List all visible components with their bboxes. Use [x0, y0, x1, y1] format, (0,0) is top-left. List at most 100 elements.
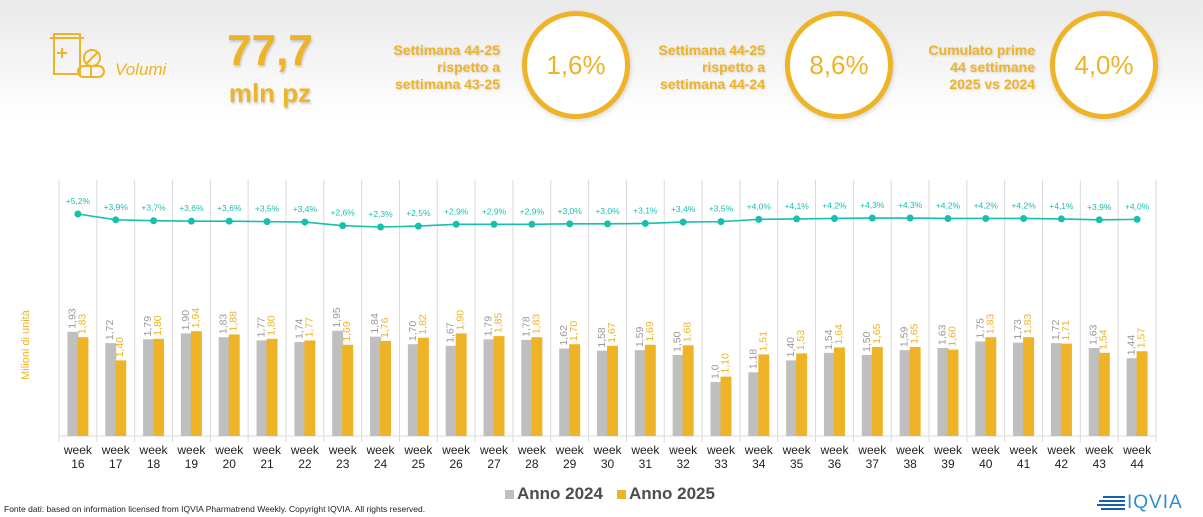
bar-label-2025: 1,51: [757, 331, 769, 352]
x-tick-label: week: [176, 443, 206, 457]
x-tick-label: week: [479, 443, 509, 457]
kpi-circle-week-vs-prev-week: 1,6%: [522, 11, 630, 119]
x-tick-label-number: 23: [336, 457, 350, 471]
growth-point: [604, 220, 611, 228]
growth-label: +4,0%: [1125, 201, 1150, 211]
bar-2024: [218, 337, 230, 436]
growth-label: +4,2%: [822, 200, 847, 210]
x-tick-label-number: 37: [866, 457, 880, 471]
x-tick-label: week: [403, 443, 433, 457]
bar-label-2025: 1,88: [228, 311, 240, 332]
growth-point: [339, 222, 347, 230]
header-banner: Volumi 77,7 mln pz Settimana 44-25 rispe…: [0, 0, 1203, 140]
bar-2024: [105, 343, 117, 436]
x-tick-label: week: [214, 443, 244, 457]
growth-point: [225, 217, 233, 225]
bar-label-2025: 1,65: [871, 323, 883, 344]
x-tick-label: week: [895, 443, 925, 457]
weekly-volume-chart: +5,2% +3,9% +3,7% +3,6% +3,6% +3,5% +3,4% +2,6%…: [58, 180, 1157, 471]
growth-point: [112, 216, 120, 224]
bar-label-2024: 1,90: [180, 310, 192, 331]
bar-2024: [445, 345, 457, 436]
bar-2024: [1088, 347, 1100, 436]
x-tick-label: week: [819, 443, 849, 457]
medicine-pills-icon: [50, 33, 105, 78]
bar-label-2025: 1,76: [379, 317, 391, 338]
bar-2024: [937, 347, 949, 436]
bar-label-2025: 1,85: [493, 313, 505, 334]
bar-label-2025: 1,80: [266, 315, 278, 336]
bar-label-2024: 1,50: [672, 331, 684, 352]
growth-point: [717, 218, 725, 226]
growth-point: [452, 220, 460, 228]
growth-label: +3,7%: [141, 203, 166, 213]
bar-label-2024: 1,74: [293, 318, 305, 339]
bar-label-2024: 1,40: [785, 337, 797, 358]
growth-point: [1020, 214, 1028, 222]
bar-label-2025: 1,70: [568, 321, 580, 342]
total-volume-unit: mln pz: [228, 78, 312, 108]
kpi-label-cumulative: Cumulato prime 44 settimane 2025 vs 2024: [928, 42, 1035, 92]
growth-label: +3,1%: [633, 205, 658, 215]
bar-label-2025: 1,71: [1060, 320, 1072, 341]
bar-2025: [833, 347, 845, 436]
bar-2025: [531, 337, 543, 436]
growth-point: [1133, 215, 1141, 223]
x-tick-label-number: 43: [1093, 457, 1107, 471]
bar-2024: [672, 355, 684, 436]
bar-2024: [294, 342, 306, 436]
x-tick-label-number: 33: [714, 457, 728, 471]
bar-2024: [710, 382, 722, 436]
chart-legend: Anno 2024 Anno 2025: [505, 484, 715, 504]
x-tick-label: week: [252, 443, 282, 457]
bar-label-2024: 1,79: [142, 316, 154, 337]
bar-label-2024: 1,70: [407, 321, 419, 342]
kpi-label-week-vs-prev-week: Settimana 44-25 rispetto a settimana 43-…: [393, 42, 500, 92]
x-tick-label: week: [1084, 443, 1114, 457]
growth-label: +4,3%: [860, 200, 885, 210]
bar-label-2024: 1,62: [558, 325, 570, 346]
bar-2025: [569, 344, 581, 436]
bar-label-2024: 1,72: [104, 320, 116, 341]
bar-2025: [1060, 343, 1072, 436]
x-tick-label: week: [555, 443, 585, 457]
growth-label: +4,1%: [784, 201, 809, 211]
bar-2025: [228, 334, 240, 436]
growth-label: +2,9%: [520, 206, 545, 216]
growth-point: [150, 217, 158, 225]
growth-label: +4,2%: [1011, 200, 1036, 210]
x-tick-label: week: [63, 443, 93, 457]
kpi-circle-week-vs-last-year: 8,6%: [785, 11, 893, 119]
growth-label: +4,3%: [898, 200, 923, 210]
growth-label: +2,6%: [331, 208, 356, 218]
growth-label: +4,0%: [747, 201, 772, 211]
legend-item-2024: Anno 2024: [505, 484, 603, 504]
x-tick-label-number: 39: [941, 457, 955, 471]
growth-label: +2,9%: [482, 206, 507, 216]
bar-2024: [1126, 358, 1138, 436]
bar-2025: [796, 353, 808, 436]
bar-label-2025: 1,94: [190, 308, 202, 329]
x-tick-label-number: 42: [1055, 457, 1069, 471]
bar-label-2025: 1,60: [946, 326, 958, 347]
bar-2024: [370, 336, 382, 436]
bar-2025: [644, 344, 656, 436]
x-tick-label-number: 24: [374, 457, 388, 471]
growth-label: +3,9%: [104, 202, 129, 212]
x-tick-label-number: 31: [639, 457, 653, 471]
bar-label-2025: 1,64: [833, 324, 845, 345]
bar-label-2024: 1,18: [747, 349, 759, 370]
total-volume-value: 77,7: [227, 26, 313, 75]
x-tick-label-number: 36: [828, 457, 842, 471]
bar-2025: [758, 354, 770, 436]
bar-label-2024: 1,59: [634, 327, 646, 348]
x-tick-label-number: 30: [601, 457, 615, 471]
growth-point: [944, 214, 952, 222]
bar-2025: [871, 346, 883, 436]
x-tick-label: week: [630, 443, 660, 457]
growth-point: [414, 222, 422, 230]
category-label: Volumi: [115, 60, 167, 79]
bar-2025: [190, 331, 202, 436]
x-tick-label-number: 35: [790, 457, 804, 471]
growth-point: [755, 215, 763, 223]
